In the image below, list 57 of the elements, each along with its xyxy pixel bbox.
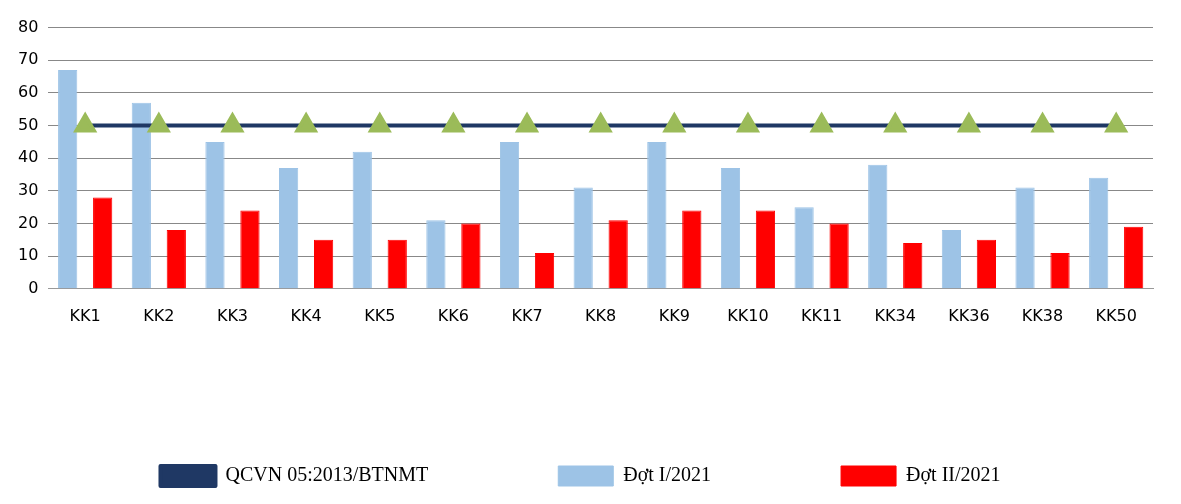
x-tick-label: KK1 bbox=[69, 305, 101, 325]
bar bbox=[240, 210, 260, 289]
x-tick-label: KK3 bbox=[216, 305, 249, 325]
bar bbox=[1015, 187, 1035, 289]
x-tick-label: KK5 bbox=[364, 305, 396, 325]
bar bbox=[131, 102, 151, 289]
legend-label: QCVN 05:2013/BTNMT bbox=[225, 463, 429, 486]
bar bbox=[279, 168, 299, 289]
bar bbox=[682, 210, 702, 289]
y-tick-label: 20 bbox=[18, 212, 39, 232]
y-tick-label: 70 bbox=[18, 49, 39, 69]
bar bbox=[1089, 177, 1109, 289]
bar bbox=[903, 243, 923, 289]
bar bbox=[941, 230, 962, 289]
x-tick-label: KK7 bbox=[511, 305, 543, 325]
bar bbox=[1050, 252, 1070, 289]
x-tick-label: KK36 bbox=[948, 305, 990, 325]
x-tick-label: KK10 bbox=[727, 305, 769, 325]
x-tick-label: KK4 bbox=[290, 305, 322, 325]
legend-label: Đợt I/2021 bbox=[623, 463, 712, 486]
bar bbox=[608, 220, 628, 289]
bar bbox=[387, 239, 407, 289]
bar bbox=[166, 230, 186, 289]
y-tick-label: 10 bbox=[18, 245, 39, 265]
bar bbox=[720, 168, 741, 289]
bar bbox=[352, 151, 372, 289]
x-tick-label: KK11 bbox=[800, 305, 843, 325]
bar bbox=[1124, 226, 1144, 289]
bar bbox=[868, 164, 888, 289]
legend-label: Đợt II/2021 bbox=[906, 463, 1001, 486]
y-tick-label: 80 bbox=[18, 16, 39, 36]
x-tick-label: KK6 bbox=[437, 305, 469, 325]
bar bbox=[794, 207, 814, 289]
bar bbox=[461, 223, 481, 289]
bar bbox=[499, 141, 520, 289]
y-tick-label: 0 bbox=[28, 277, 39, 297]
y-tick-label: 30 bbox=[18, 180, 39, 200]
y-tick-label: 40 bbox=[18, 147, 39, 167]
x-tick-label: KK34 bbox=[874, 305, 916, 325]
x-tick-label: KK38 bbox=[1021, 305, 1064, 325]
x-tick-label: KK2 bbox=[143, 305, 175, 325]
bar bbox=[976, 239, 996, 289]
bar bbox=[755, 210, 776, 289]
x-tick-label: KK8 bbox=[585, 305, 617, 325]
y-tick-label: 50 bbox=[18, 114, 39, 134]
bar bbox=[313, 239, 334, 289]
bar bbox=[573, 187, 593, 289]
bar bbox=[534, 252, 555, 289]
bar bbox=[58, 70, 78, 289]
bar bbox=[205, 141, 225, 289]
bar bbox=[647, 141, 667, 289]
x-tick-label: KK9 bbox=[658, 305, 690, 325]
bar bbox=[426, 220, 446, 289]
bar bbox=[829, 223, 849, 289]
x-tick-label: KK50 bbox=[1095, 305, 1137, 325]
bar bbox=[93, 197, 113, 289]
y-tick-label: 60 bbox=[18, 82, 39, 102]
